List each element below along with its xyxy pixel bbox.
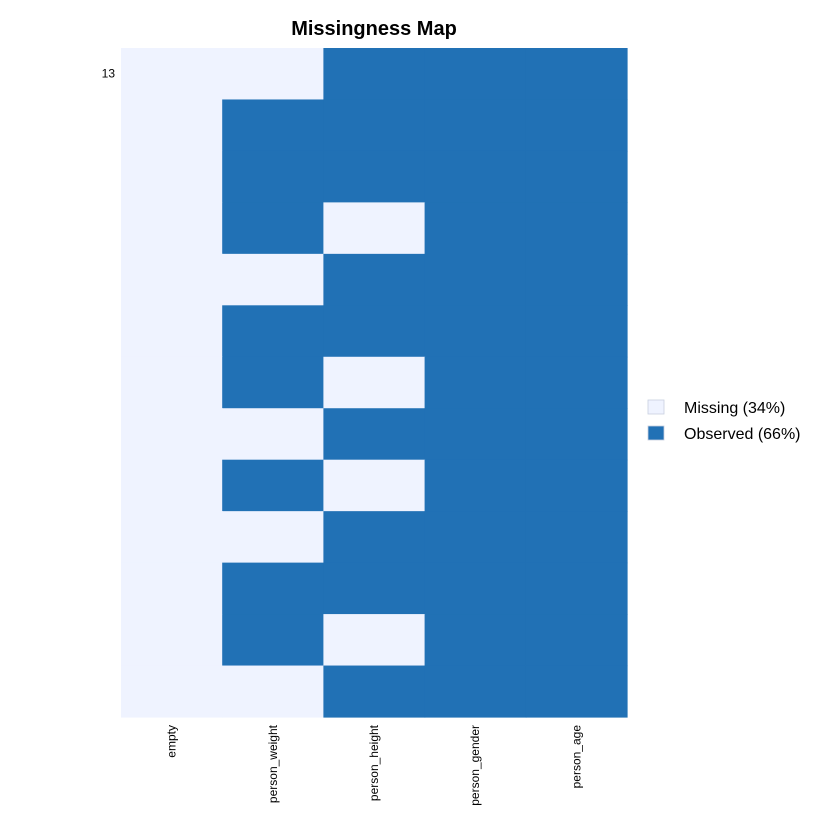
legend-label-missing: Missing (34%) <box>684 400 785 417</box>
heatmap-cell-r4-person_weight-observed <box>222 202 324 255</box>
heatmap-cell-r3-empty-missing <box>121 150 223 203</box>
heatmap-cell-r12-person_age-observed <box>525 614 628 667</box>
heatmap-cell-r3-person_weight-observed <box>222 150 324 203</box>
heatmap-cell-r7-empty-missing <box>121 356 223 409</box>
heatmap-cell-r5-person_height-observed <box>323 253 426 306</box>
heatmap-cell-r3-person_height-observed <box>323 150 426 203</box>
heatmap-cell-r12-person_height-missing <box>323 614 426 667</box>
heatmap-cell-r1-empty-missing <box>121 48 223 101</box>
row-labels: 13 <box>102 67 116 81</box>
heatmap-cell-r4-person_age-observed <box>525 202 628 255</box>
heatmap-cell-r2-person_age-observed <box>525 99 628 152</box>
column-labels: empty person_weight person_height person_ge… <box>165 724 584 805</box>
legend-label-observed: Observed (66%) <box>684 426 801 443</box>
column-label-person-height: person_height <box>367 724 381 801</box>
heatmap-cell-r9-person_weight-observed <box>222 459 324 512</box>
heatmap-cell-r6-person_age-observed <box>525 305 628 358</box>
heatmap-cell-r1-person_gender-observed <box>424 48 527 101</box>
heatmap-cell-r11-person_age-observed <box>525 562 628 615</box>
heatmap-cell-r11-empty-missing <box>121 562 223 615</box>
column-label-empty: empty <box>165 725 179 758</box>
heatmap-cell-r8-person_gender-observed <box>424 408 527 461</box>
legend-swatch-observed <box>647 425 665 441</box>
heatmap-cell-r4-person_gender-observed <box>424 202 527 255</box>
heatmap-cell-r13-person_age-observed <box>525 665 628 718</box>
heatmap-cell-r4-empty-missing <box>121 202 223 255</box>
heatmap-cell-r6-empty-missing <box>121 305 223 358</box>
heatmap-cell-r13-person_gender-observed <box>424 665 527 718</box>
heatmap-cells <box>121 48 628 718</box>
heatmap-cell-r12-person_gender-observed <box>424 614 527 667</box>
legend-swatch-missing <box>647 399 665 415</box>
heatmap-cell-r2-person_weight-observed <box>222 99 324 152</box>
heatmap-cell-r8-empty-missing <box>121 408 223 461</box>
heatmap-cell-r10-empty-missing <box>121 511 223 564</box>
heatmap-cell-r6-person_gender-observed <box>424 305 527 358</box>
heatmap-cell-r3-person_gender-observed <box>424 150 527 203</box>
heatmap-cell-r10-person_age-observed <box>525 511 628 564</box>
heatmap-cell-r2-person_gender-observed <box>424 99 527 152</box>
heatmap-cell-r11-person_height-observed <box>323 562 426 615</box>
heatmap-cell-r2-empty-missing <box>121 99 223 152</box>
row-label: 13 <box>102 67 116 81</box>
heatmap-cell-r11-person_weight-observed <box>222 562 324 615</box>
heatmap-cell-r5-empty-missing <box>121 253 223 306</box>
heatmap-cell-r6-person_weight-observed <box>222 305 324 358</box>
heatmap-cell-r10-person_height-observed <box>323 511 426 564</box>
heatmap-cell-r3-person_age-observed <box>525 150 628 203</box>
heatmap-cell-r8-person_weight-missing <box>222 408 324 461</box>
heatmap-cell-r4-person_height-missing <box>323 202 426 255</box>
heatmap-cell-r12-person_weight-observed <box>222 614 324 667</box>
heatmap-cell-r1-person_age-observed <box>525 48 628 101</box>
heatmap-cell-r7-person_height-missing <box>323 356 426 409</box>
heatmap-cell-r13-person_weight-missing <box>222 665 324 718</box>
heatmap-cell-r13-person_height-observed <box>323 665 426 718</box>
heatmap-cell-r13-empty-missing <box>121 665 223 718</box>
heatmap-cell-r7-person_age-observed <box>525 356 628 409</box>
heatmap-cell-r5-person_gender-observed <box>424 253 527 306</box>
legend: Missing (34%) Observed (66%) <box>647 399 801 443</box>
column-label-person-weight: person_weight <box>266 724 280 803</box>
heatmap-cell-r1-person_height-observed <box>323 48 426 101</box>
heatmap-cell-r5-person_weight-missing <box>222 253 324 306</box>
heatmap-cell-r2-person_height-observed <box>323 99 426 152</box>
column-label-person-age: person_age <box>569 725 583 789</box>
heatmap-cell-r1-person_weight-missing <box>222 48 324 101</box>
heatmap-cell-r6-person_height-observed <box>323 305 426 358</box>
heatmap-cell-r7-person_gender-observed <box>424 356 527 409</box>
heatmap-cell-r10-person_weight-missing <box>222 511 324 564</box>
heatmap-cell-r9-empty-missing <box>121 459 223 512</box>
heatmap-cell-r11-person_gender-observed <box>424 562 527 615</box>
heatmap-cell-r10-person_gender-observed <box>424 511 527 564</box>
heatmap-cell-r9-person_age-observed <box>525 459 628 512</box>
heatmap-cell-r7-person_weight-observed <box>222 356 324 409</box>
column-label-person-gender: person_gender <box>468 725 482 806</box>
heatmap-cell-r9-person_height-missing <box>323 459 426 512</box>
heatmap-cell-r9-person_gender-observed <box>424 459 527 512</box>
heatmap-cell-r12-empty-missing <box>121 614 223 667</box>
chart-title: Missingness Map <box>291 18 457 40</box>
heatmap-cell-r5-person_age-observed <box>525 253 628 306</box>
heatmap-cell-r8-person_height-observed <box>323 408 426 461</box>
heatmap-cell-r8-person_age-observed <box>525 408 628 461</box>
